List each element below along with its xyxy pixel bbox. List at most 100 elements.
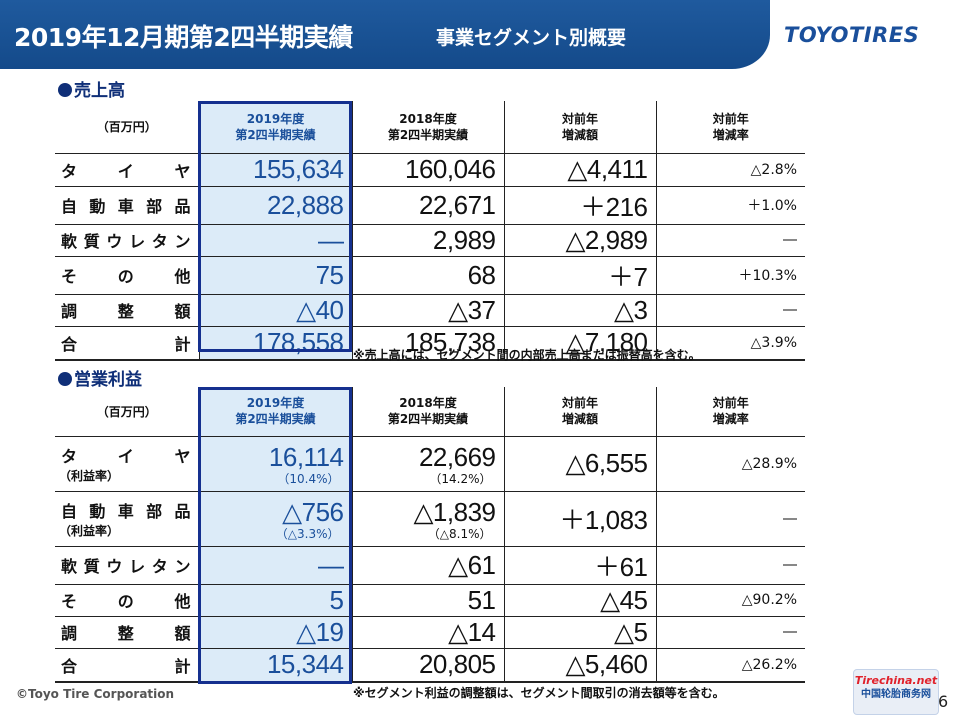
cell-diff: △6,555 (504, 436, 657, 492)
page-title: 2019年12月期第2四半期実績 (14, 23, 353, 52)
row-label-char: ン (174, 232, 191, 251)
column-header-line2: 第2四半期実績 (235, 127, 316, 142)
column-header: 2018年度 第2四半期実績 (352, 387, 505, 437)
profit-section-title: 営業利益 (58, 365, 142, 390)
value-rate: ― (783, 624, 797, 640)
row-label-cell: その他 (55, 584, 200, 617)
row-label-char: 合 (61, 334, 78, 354)
value-diff: ＋7 (608, 261, 648, 292)
row-label-char: 自 (61, 197, 78, 216)
table-row: 調 整 額 △40 △37 △3 ― (55, 294, 805, 327)
cell-diff: △5 (504, 616, 657, 649)
table-row: 軟質ウレタン ― 2,989 △2,989 ― (55, 224, 805, 257)
value-2019: 75 (315, 259, 344, 290)
value-rate: ― (783, 302, 797, 318)
cell-2019: ― (199, 546, 353, 585)
value-2018: △14 (448, 616, 496, 647)
row-sublabel: （利益率） (59, 524, 120, 538)
value-2019: 5 (329, 584, 344, 615)
cell-rate: ＋1.0% (656, 186, 805, 225)
cell-rate: ＋10.3% (656, 256, 805, 295)
value-diff: △5,460 (565, 649, 648, 680)
row-label: 軟質ウレタン (55, 553, 198, 577)
sales-table: （百万円） 2019年度 第2四半期実績 2018年度 第2四半期実績 対前年 増減額 対前年… (55, 101, 805, 361)
row-label-char: 品 (174, 502, 191, 521)
cell-2018: 2,989 (352, 224, 505, 257)
value-2019: △40 (296, 294, 344, 325)
row-label-char: 軟 (61, 232, 78, 251)
column-header-line1: 2018年度 (399, 396, 457, 411)
ratio-2019: （△3.3%） (275, 527, 340, 541)
cell-diff: ＋7 (504, 256, 657, 295)
cell-2019: 15,344 (199, 648, 353, 683)
column-header-line1: 対前年 (712, 396, 749, 411)
row-label-cell: 自動車部品 （利益率） (55, 491, 200, 547)
value-2018: 2,989 (432, 224, 496, 255)
cell-2018: △61 (352, 546, 505, 585)
cell-2018: △14 (352, 616, 505, 649)
cell-2019: 155,634 (199, 153, 353, 187)
value-2019: 15,344 (266, 649, 344, 680)
value-2018: 22,669 (418, 442, 496, 472)
ratio-2019: （10.4%） (277, 472, 340, 486)
table-row: 軟質ウレタン ― △61 ＋61 ― (55, 546, 805, 585)
cell-diff: △4,411 (504, 153, 657, 187)
column-header-line2: 第2四半期実績 (235, 412, 316, 427)
value-2019: ― (318, 224, 344, 255)
table-row: 自動車部品（利益率） △756 （△3.3%） △1,839 （△8.1%） ＋1,083… (55, 491, 805, 547)
ratio-2018: （△8.1%） (427, 527, 492, 541)
row-label-char: 整 (117, 624, 134, 643)
row-label-cell: 合計 (55, 648, 200, 683)
row-label-char: ヤ (174, 447, 191, 466)
row-label-cell: 軟質ウレタン (55, 224, 200, 257)
value-2019: 16,114 (268, 442, 344, 472)
value-rate: ― (783, 232, 797, 248)
row-label: タイヤ (55, 443, 198, 467)
value-diff: ＋216 (580, 191, 648, 222)
column-header: 対前年 増減率 (656, 387, 805, 437)
column-header: 対前年 増減率 (656, 101, 805, 154)
row-label-char: タ (61, 447, 78, 466)
cell-diff: △45 (504, 584, 657, 617)
row-label-char: そ (61, 267, 78, 286)
column-header-line1: 2019年度 (246, 396, 305, 411)
cell-diff: ＋1,083 (504, 491, 657, 547)
cell-2018: 185,738 (352, 326, 505, 361)
value-2019: ― (318, 549, 344, 580)
row-label-char: 自 (61, 502, 78, 521)
cell-2019: 178,558 (199, 326, 353, 361)
value-rate: ＋10.3% (738, 268, 797, 284)
row-label-char: 部 (146, 502, 163, 521)
header-row: （百万円） 2019年度 第2四半期実績 2018年度 第2四半期実績 対前年 増減額 対前年… (55, 387, 805, 437)
row-label-char: イ (117, 161, 134, 181)
cell-rate: △28.9% (656, 436, 805, 492)
cell-2018: △37 (352, 294, 505, 327)
value-diff: △7,180 (565, 327, 648, 358)
column-header-line1: 対前年 (561, 111, 598, 126)
table-row: タイヤ （利益率） 16,114 （10.4%） 22,669 （14.2%） △6,555… (55, 436, 805, 492)
row-sublabel: （利益率） (59, 469, 120, 483)
row-label-char: 額 (174, 624, 191, 643)
row-label-char: 計 (174, 334, 191, 354)
column-header-line1: 対前年 (712, 111, 749, 126)
cell-rate: △3.9% (656, 326, 805, 361)
row-label-char: タ (61, 161, 78, 181)
cell-2019: 16,114 （10.4%） (199, 436, 353, 492)
sales-section-title: 売上高 (58, 76, 125, 101)
page-number: 6 (938, 692, 949, 711)
value-rate: △28.9% (741, 455, 797, 472)
row-label-char: レ (129, 557, 146, 576)
value-diff: △45 (600, 584, 648, 615)
row-label: 合計 (55, 653, 198, 677)
row-label: 軟質ウレタン (55, 228, 198, 252)
value-rate: △3.9% (750, 334, 797, 351)
row-label-char: 他 (174, 592, 191, 611)
cell-2019: 5 (199, 584, 353, 617)
value-diff: ＋61 (594, 551, 648, 582)
value-diff: △5 (614, 616, 648, 647)
tirechina-watermark: Tirechina.net 中国轮胎商务网 (853, 669, 939, 715)
column-header-line2: 増減率 (712, 412, 749, 427)
ratio-2018: （14.2%） (429, 472, 492, 486)
row-label-char: 計 (174, 656, 191, 676)
row-label-char: 合 (61, 656, 78, 676)
